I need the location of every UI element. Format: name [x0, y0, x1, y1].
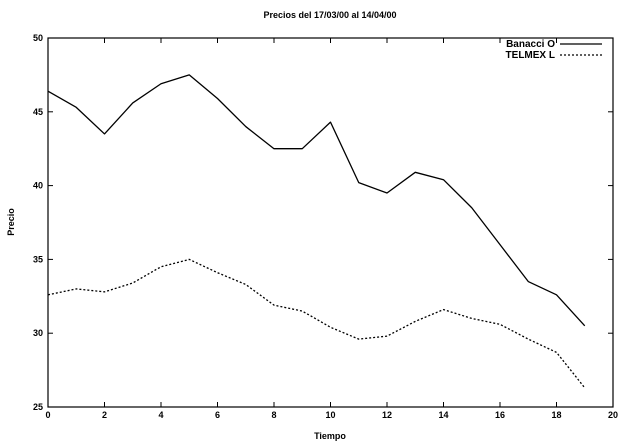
x-tick-label: 0 — [45, 410, 50, 420]
x-tick-label: 10 — [325, 410, 335, 420]
legend: Banacci O TELMEX L — [506, 39, 602, 61]
x-tick-label: 12 — [382, 410, 392, 420]
x-tick-label: 18 — [551, 410, 561, 420]
x-tick-label: 8 — [271, 410, 276, 420]
legend-label-banacci: Banacci O — [506, 39, 555, 50]
plot-frame — [47, 37, 614, 408]
chart-title: Precios del 17/03/00 al 14/04/00 — [263, 10, 396, 20]
x-tick-label: 6 — [215, 410, 220, 420]
y-tick-label: 45 — [33, 107, 43, 117]
x-tick-label: 2 — [102, 410, 107, 420]
axis-ticks: 0 2 4 6 8 10 12 14 16 18 20 25 30 35 40 45 50 — [33, 33, 618, 420]
x-tick-label: 14 — [438, 410, 448, 420]
series-line-telmex — [47, 258, 586, 389]
y-tick-label: 35 — [33, 254, 43, 264]
series-line-banacci — [47, 74, 586, 327]
x-tick-label: 20 — [608, 410, 618, 420]
series-layer — [47, 74, 586, 389]
y-tick-label: 50 — [33, 33, 43, 43]
y-tick-label: 25 — [33, 402, 43, 412]
y-tick-label: 40 — [33, 181, 43, 191]
x-axis-label: Tiempo — [314, 431, 346, 441]
y-tick-label: 30 — [33, 328, 43, 338]
x-tick-label: 4 — [158, 410, 163, 420]
x-tick-label: 16 — [495, 410, 505, 420]
legend-label-telmex: TELMEX L — [506, 50, 555, 61]
y-axis-label: Precio — [6, 208, 16, 236]
